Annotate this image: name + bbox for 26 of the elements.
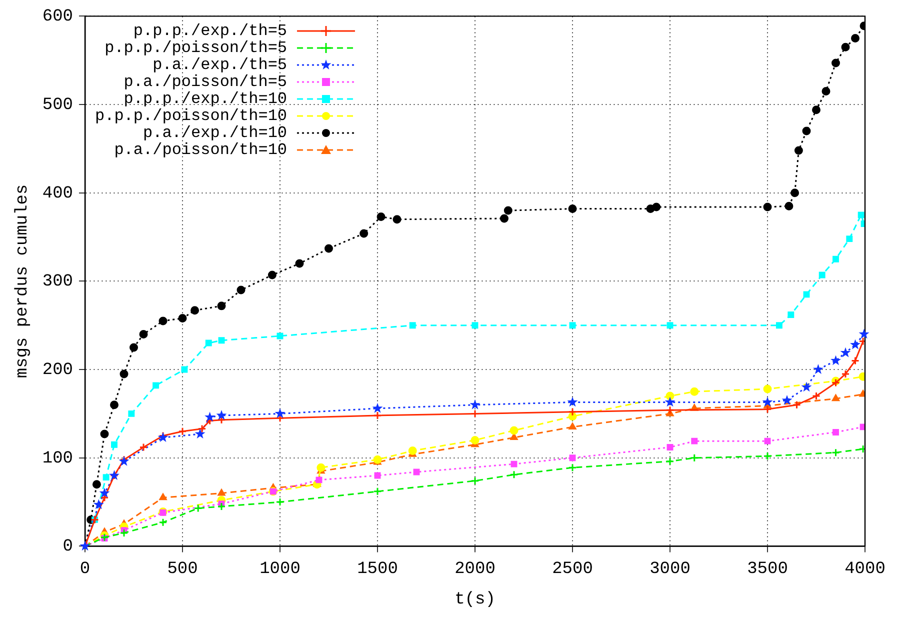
y-tick-label: 500 (42, 96, 74, 116)
y-tick-label: 300 (42, 272, 74, 292)
legend-label: p.a./exp./th=10 (143, 124, 288, 142)
x-axis-title: t(s) (454, 590, 496, 610)
y-tick-label: 100 (42, 449, 74, 468)
x-tick-label: 3500 (747, 560, 788, 579)
x-tick-label: 2000 (454, 560, 496, 579)
legend-label: p.a./poisson/th=5 (124, 72, 288, 91)
legend-label: p.p.p./poisson/th=5 (104, 38, 288, 57)
legend-label: p.p.p./poisson/th=10 (95, 106, 288, 125)
x-tick-label: 1500 (357, 560, 398, 579)
legend-label: p.p.p./exp./th=5 (133, 22, 288, 40)
x-tick-label: 500 (167, 560, 198, 579)
x-tick-label: 2500 (552, 560, 593, 579)
y-axis-title: msgs perdus cumules (14, 184, 33, 378)
y-tick-label: 200 (42, 361, 74, 380)
y-tick-label: 600 (42, 8, 74, 27)
legend-label: p.a./poisson/th=10 (114, 140, 288, 159)
x-tick-label: 0 (80, 560, 90, 579)
y-tick-label: 0 (62, 538, 74, 557)
legend-label: p.a./exp./th=5 (152, 56, 288, 74)
x-tick-label: 3000 (650, 560, 690, 579)
legend-label: p.p.p./exp./th=10 (124, 90, 288, 108)
x-tick-label: 1000 (260, 560, 300, 579)
x-tick-label: 4000 (844, 560, 886, 579)
y-tick-label: 400 (42, 184, 74, 204)
